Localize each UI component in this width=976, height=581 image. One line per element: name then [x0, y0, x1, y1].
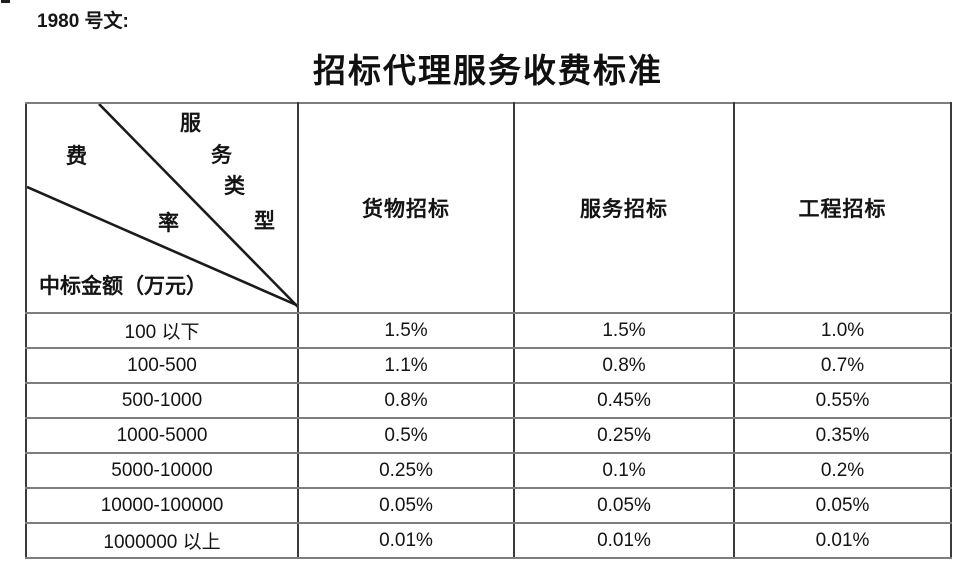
- fee-value: 0.01%: [513, 522, 735, 559]
- fee-value: 0.8%: [513, 347, 735, 384]
- diagonal-label-type-char: 务: [211, 143, 232, 167]
- diagonal-label-type-char: 服: [180, 111, 201, 135]
- fee-value: 0.5%: [297, 417, 515, 454]
- table-row: 100-500 1.1% 0.8% 0.7%: [25, 347, 952, 384]
- fee-table: 服 务 类 型 费 率 中标金额（万元） 货物招标 服务招标 工程招标 100 …: [25, 102, 952, 559]
- column-header-service-bidding: 服务招标: [513, 102, 735, 314]
- fee-value: 0.01%: [297, 522, 515, 559]
- amount-range-label: 1000000 以上: [25, 522, 299, 559]
- fee-value: 0.1%: [513, 452, 735, 489]
- fee-value: 0.55%: [733, 382, 952, 419]
- fee-value: 0.25%: [297, 452, 515, 489]
- diagonal-header-cell: 服 务 类 型 费 率 中标金额（万元）: [25, 102, 299, 314]
- diagonal-label-type-char: 型: [254, 209, 275, 233]
- fee-value: 0.7%: [733, 347, 952, 384]
- amount-range-label: 500-1000: [25, 382, 299, 419]
- table-row: 1000-5000 0.5% 0.25% 0.35%: [25, 417, 952, 454]
- fee-value: 0.25%: [513, 417, 735, 454]
- page-title: 招标代理服务收费标准: [313, 54, 663, 90]
- amount-range-label: 5000-10000: [25, 452, 299, 489]
- corner-mark: [1, 0, 10, 3]
- fee-value: 0.01%: [733, 522, 952, 559]
- table-row: 100 以下 1.5% 1.5% 1.0%: [25, 312, 952, 349]
- header-row: 服 务 类 型 费 率 中标金额（万元） 货物招标 服务招标 工程招标: [25, 102, 952, 314]
- column-header-engineering-bidding: 工程招标: [733, 102, 952, 314]
- amount-range-label: 10000-100000: [25, 487, 299, 524]
- fee-value: 0.8%: [297, 382, 515, 419]
- fee-value: 0.05%: [513, 487, 735, 524]
- fee-value: 0.05%: [733, 487, 952, 524]
- fee-value: 0.45%: [513, 382, 735, 419]
- diagonal-label-rate-char: 率: [158, 211, 179, 235]
- table-row: 5000-10000 0.25% 0.1% 0.2%: [25, 452, 952, 489]
- fee-value: 1.1%: [297, 347, 515, 384]
- table-row: 500-1000 0.8% 0.45% 0.55%: [25, 382, 952, 419]
- fee-value: 1.5%: [513, 312, 735, 349]
- amount-range-label: 100 以下: [25, 312, 299, 349]
- amount-range-label: 100-500: [25, 347, 299, 384]
- diagonal-label-rate-char: 费: [66, 144, 87, 168]
- table-row: 1000000 以上 0.01% 0.01% 0.01%: [25, 522, 952, 559]
- table-row: 10000-100000 0.05% 0.05% 0.05%: [25, 487, 952, 524]
- fee-table-container: 服 务 类 型 费 率 中标金额（万元） 货物招标 服务招标 工程招标 100 …: [25, 102, 952, 559]
- fee-value: 1.0%: [733, 312, 952, 349]
- fee-value: 0.35%: [733, 417, 952, 454]
- diagonal-label-type-char: 类: [224, 174, 245, 198]
- fee-value: 1.5%: [297, 312, 515, 349]
- amount-range-label: 1000-5000: [25, 417, 299, 454]
- fee-value: 0.05%: [297, 487, 515, 524]
- column-header-goods-bidding: 货物招标: [297, 102, 515, 314]
- diagonal-lines: [28, 105, 296, 307]
- diagonal-label-amount: 中标金额（万元）: [39, 274, 207, 298]
- fee-value: 0.2%: [733, 452, 952, 489]
- document-reference: 1980 号文:: [37, 11, 129, 32]
